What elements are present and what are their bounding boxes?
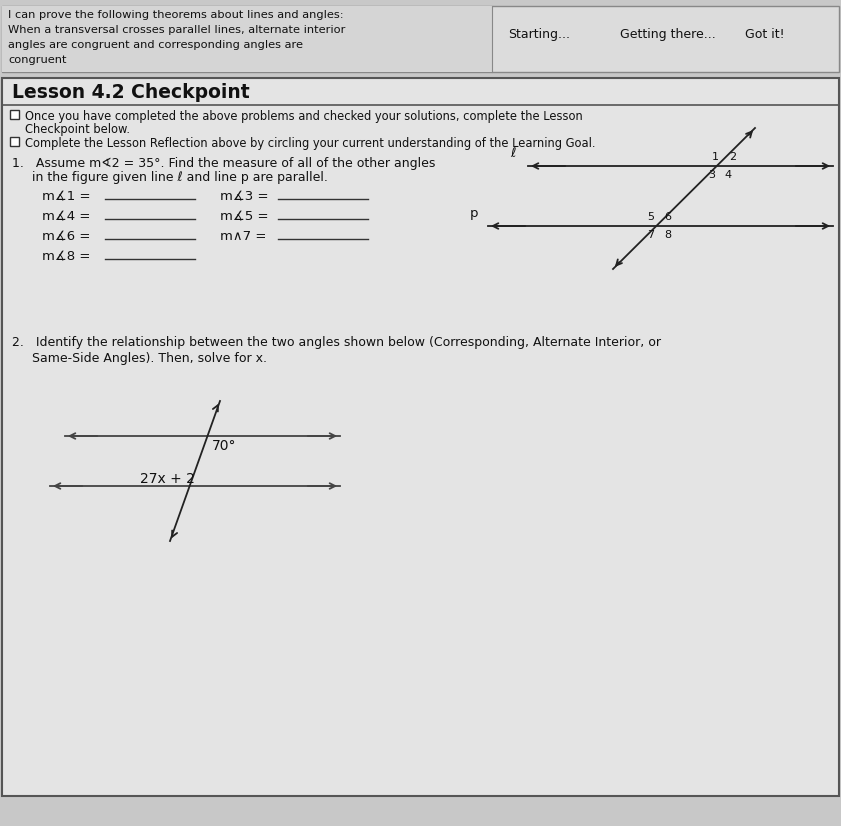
Text: congruent: congruent [8, 55, 66, 65]
Text: 2.   Identify the relationship between the two angles shown below (Corresponding: 2. Identify the relationship between the… [12, 336, 661, 349]
Text: m∡8 =: m∡8 = [42, 250, 90, 263]
Text: When a transversal crosses parallel lines, alternate interior: When a transversal crosses parallel line… [8, 25, 346, 35]
Text: Same-Side Angles). Then, solve for x.: Same-Side Angles). Then, solve for x. [12, 352, 267, 365]
Bar [2, 78, 839, 796]
Text: Getting there...: Getting there... [620, 28, 716, 41]
Text: 3: 3 [708, 170, 715, 180]
Text: 70°: 70° [211, 439, 236, 453]
Text: 7: 7 [648, 230, 654, 240]
Text: m∡6 =: m∡6 = [42, 230, 90, 243]
Text: 6: 6 [664, 212, 671, 222]
Text: 27x + 2: 27x + 2 [140, 472, 194, 486]
Text: m∡3 =: m∡3 = [220, 190, 268, 203]
Text: Complete the Lesson Reflection above by circling your current understanding of t: Complete the Lesson Reflection above by … [25, 137, 595, 150]
Text: Checkpoint below.: Checkpoint below. [25, 123, 130, 136]
Text: p: p [469, 207, 478, 220]
Bar [10, 137, 19, 146]
Text: 5: 5 [648, 212, 654, 222]
Text: Got it!: Got it! [745, 28, 785, 41]
Text: 2: 2 [729, 152, 736, 162]
Text: angles are congruent and corresponding angles are: angles are congruent and corresponding a… [8, 40, 303, 50]
Text: m∡4 =: m∡4 = [42, 210, 90, 223]
Bar [2, 6, 492, 72]
Text: m∧7 =: m∧7 = [220, 230, 267, 243]
Text: 1: 1 [711, 152, 719, 162]
Text: Starting...: Starting... [508, 28, 570, 41]
Text: Once you have completed the above problems and checked your solutions, complete : Once you have completed the above proble… [25, 110, 583, 123]
Text: ℓ: ℓ [510, 147, 516, 160]
Bar [2, 6, 839, 72]
Text: m∡5 =: m∡5 = [220, 210, 268, 223]
Text: I can prove the following theorems about lines and angles:: I can prove the following theorems about… [8, 10, 344, 20]
Text: m∡1 =: m∡1 = [42, 190, 91, 203]
Text: 4: 4 [725, 170, 732, 180]
Bar [10, 110, 19, 119]
Text: 1.   Assume m∢2 = 35°. Find the measure of all of the other angles: 1. Assume m∢2 = 35°. Find the measure of… [12, 157, 436, 170]
Text: Lesson 4.2 Checkpoint: Lesson 4.2 Checkpoint [12, 83, 250, 102]
Text: 8: 8 [664, 230, 671, 240]
Text: in the figure given line ℓ and line p are parallel.: in the figure given line ℓ and line p ar… [12, 171, 328, 184]
